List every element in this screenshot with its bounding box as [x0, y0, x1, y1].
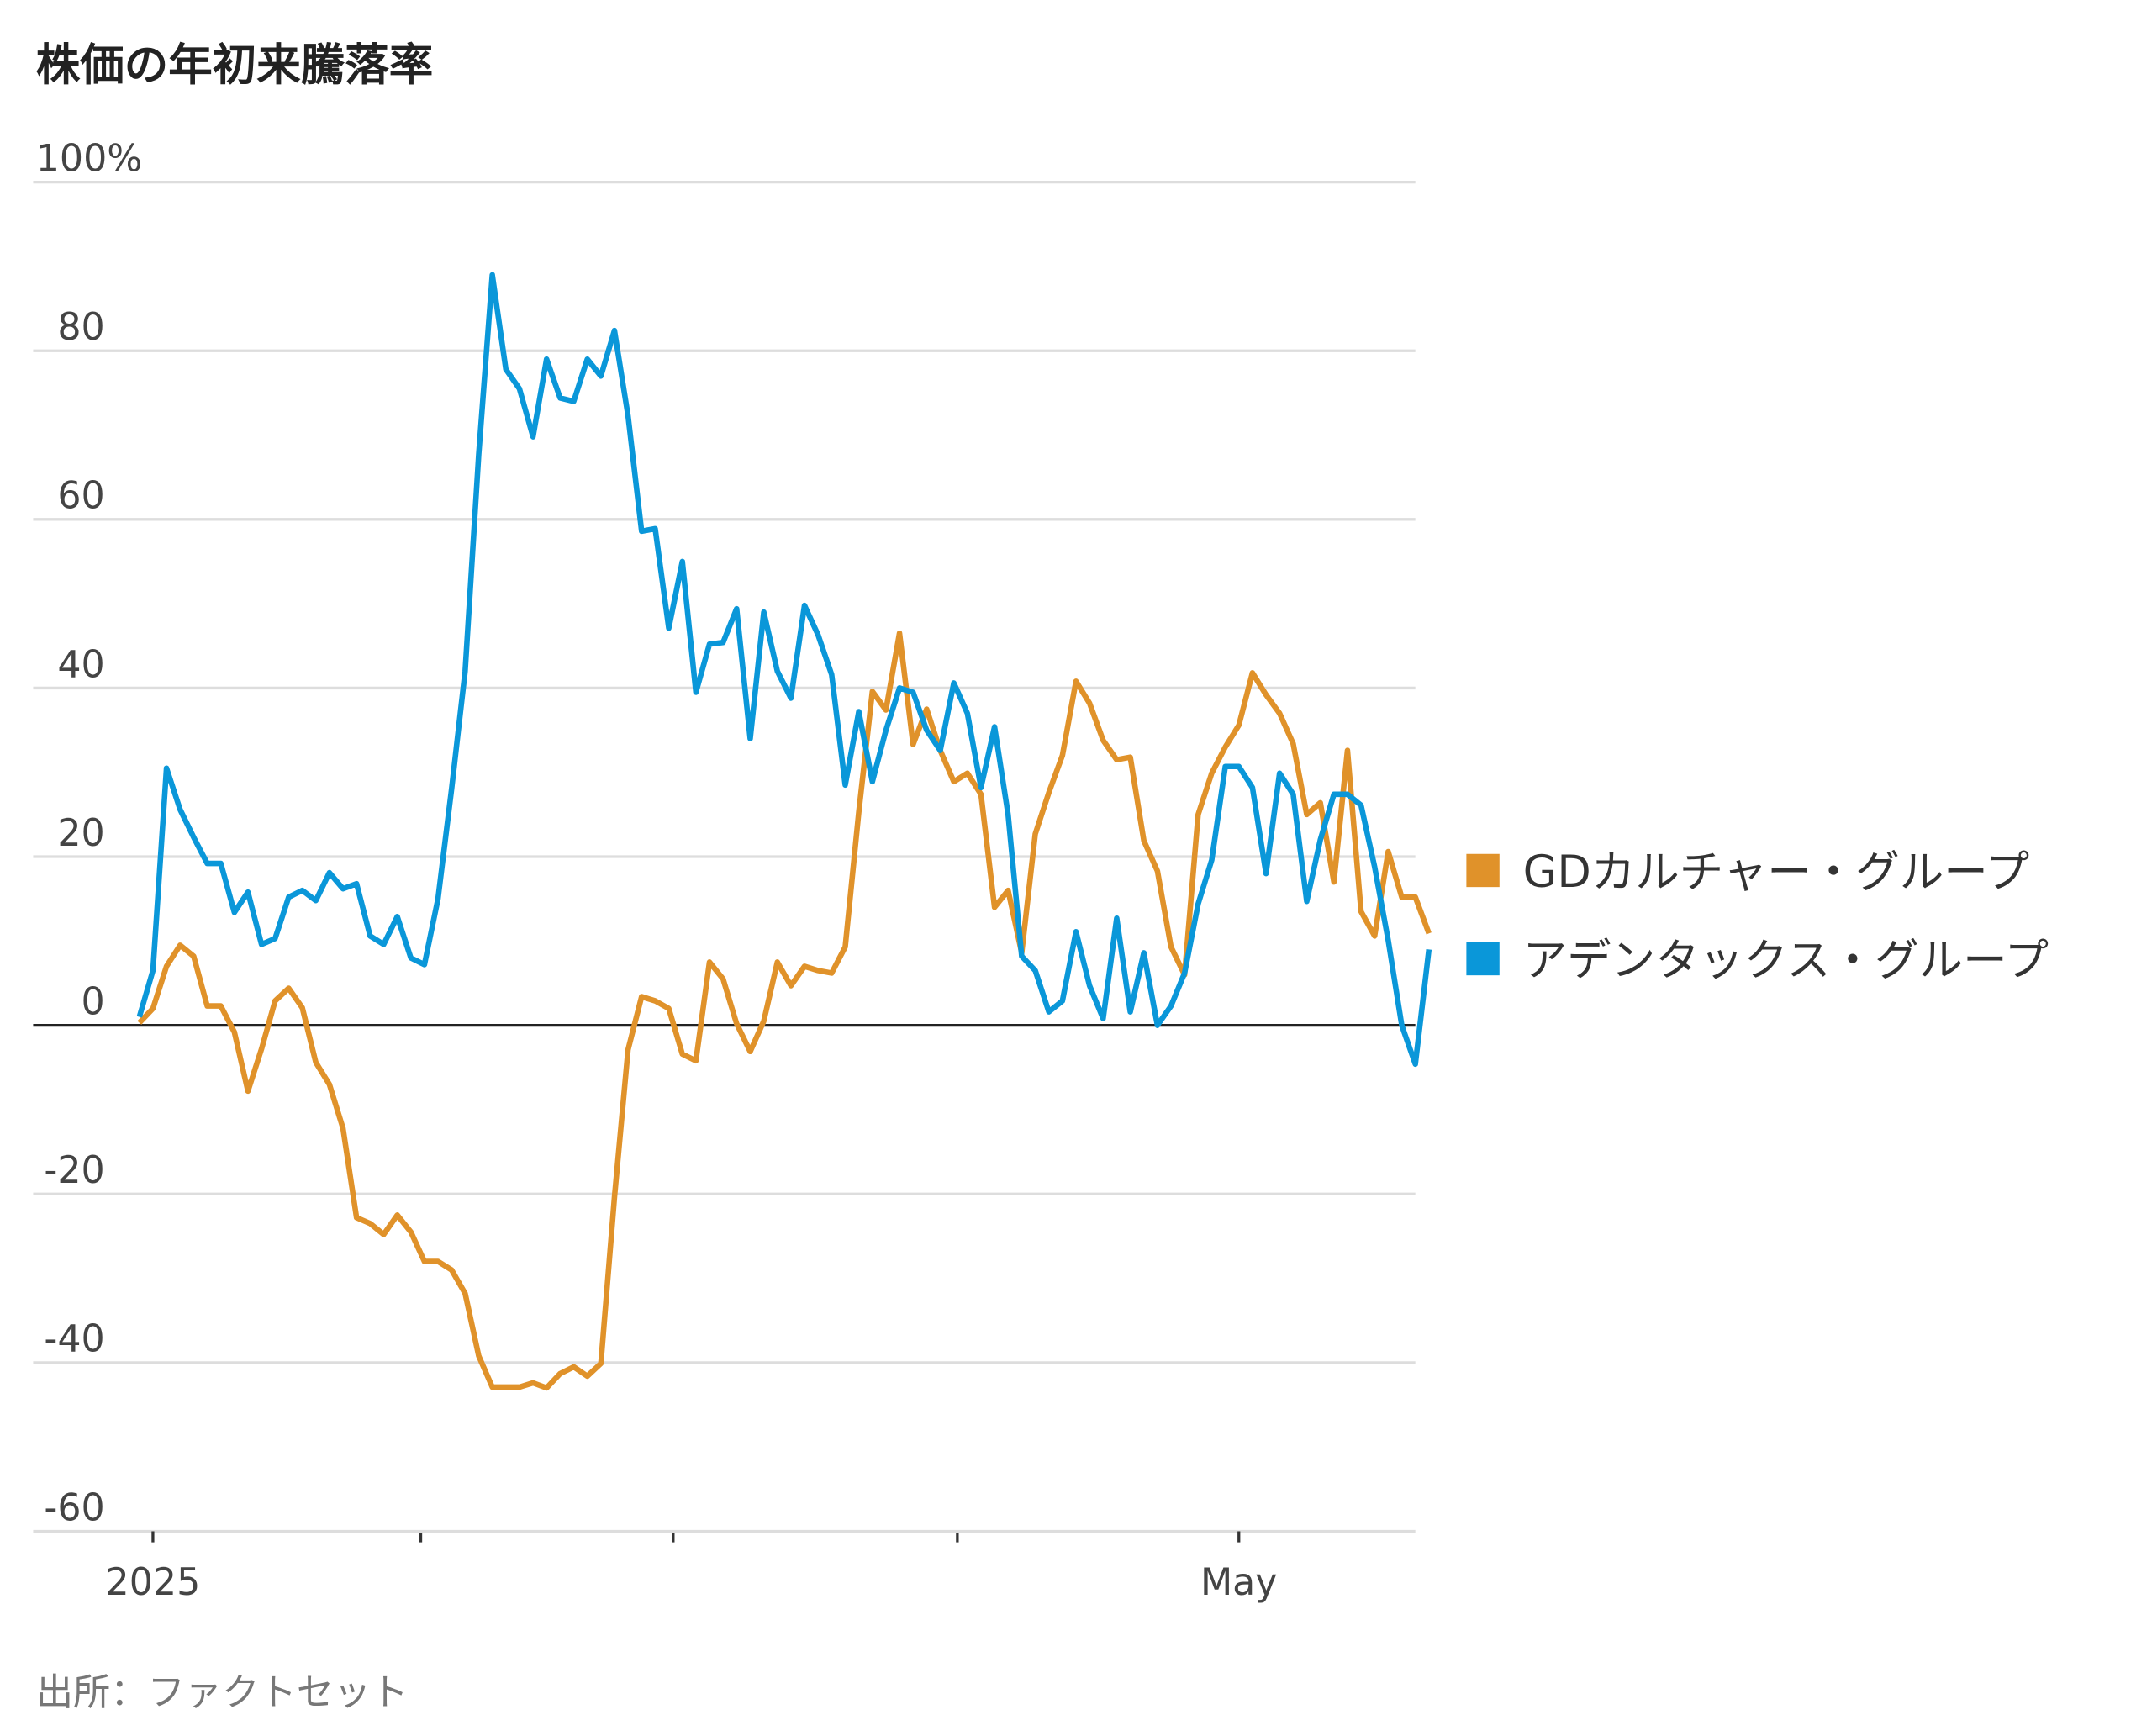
y-tick-label: 20 [57, 812, 104, 855]
legend-swatch [1466, 853, 1500, 888]
legend-label: GDカルチャー・グループ [1523, 847, 2029, 898]
y-tick-label: -40 [44, 1318, 104, 1361]
y-tick-label: 100% [36, 137, 143, 180]
legend-label: アデンタックス・グループ [1523, 935, 2049, 986]
y-tick-label: 80 [57, 306, 104, 349]
series-line [137, 630, 1432, 1391]
series-line [136, 272, 1432, 1068]
y-tick-label: -20 [44, 1149, 104, 1192]
legend-swatch [1466, 942, 1500, 976]
y-tick-label: 40 [57, 643, 104, 686]
y-tick-label: -60 [44, 1486, 104, 1529]
chart-title: 株価の年初来騰落率 [36, 40, 434, 91]
x-tick-label: May [1200, 1561, 1278, 1604]
source: 出所：ファクトセット [36, 1671, 409, 1714]
x-tick-label: 2025 [106, 1561, 201, 1604]
y-tick-label: 60 [57, 475, 104, 518]
y-tick-label: 0 [82, 981, 105, 1024]
